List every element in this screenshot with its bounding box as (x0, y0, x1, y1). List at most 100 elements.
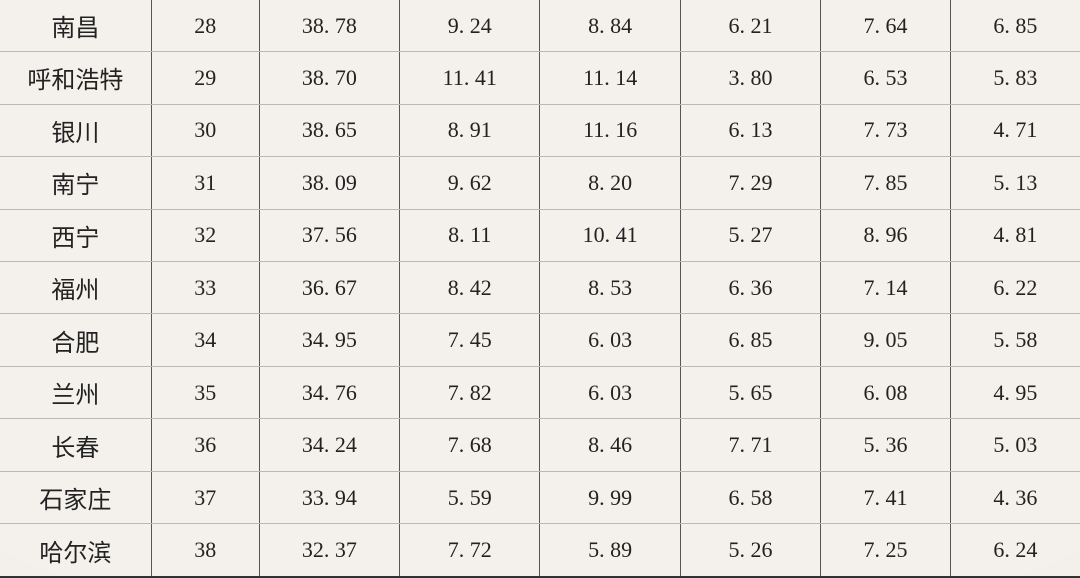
value-cell: 6. 21 (680, 0, 820, 52)
value-cell: 6. 58 (680, 471, 820, 523)
value-cell: 5. 13 (950, 157, 1080, 209)
value-cell: 34. 76 (259, 366, 399, 418)
city-cell: 长春 (0, 419, 151, 471)
value-cell: 35 (151, 366, 259, 418)
value-cell: 6. 03 (540, 366, 680, 418)
value-cell: 33. 94 (259, 471, 399, 523)
table-body: 南昌2838. 789. 248. 846. 217. 646. 85呼和浩特2… (0, 0, 1080, 577)
value-cell: 7. 41 (821, 471, 951, 523)
value-cell: 6. 03 (540, 314, 680, 366)
value-cell: 7. 82 (400, 366, 540, 418)
value-cell: 32 (151, 209, 259, 261)
table-row: 合肥3434. 957. 456. 036. 859. 055. 58 (0, 314, 1080, 366)
value-cell: 38. 78 (259, 0, 399, 52)
city-cell: 石家庄 (0, 471, 151, 523)
value-cell: 7. 29 (680, 157, 820, 209)
city-cell: 福州 (0, 262, 151, 314)
value-cell: 34 (151, 314, 259, 366)
table-row: 兰州3534. 767. 826. 035. 656. 084. 95 (0, 366, 1080, 418)
table-row: 福州3336. 678. 428. 536. 367. 146. 22 (0, 262, 1080, 314)
value-cell: 38. 65 (259, 104, 399, 156)
value-cell: 9. 05 (821, 314, 951, 366)
value-cell: 8. 20 (540, 157, 680, 209)
value-cell: 7. 25 (821, 524, 951, 577)
value-cell: 36 (151, 419, 259, 471)
table-row: 南昌2838. 789. 248. 846. 217. 646. 85 (0, 0, 1080, 52)
value-cell: 9. 24 (400, 0, 540, 52)
table-row: 石家庄3733. 945. 599. 996. 587. 414. 36 (0, 471, 1080, 523)
city-cell: 哈尔滨 (0, 524, 151, 577)
value-cell: 37. 56 (259, 209, 399, 261)
value-cell: 7. 85 (821, 157, 951, 209)
value-cell: 34. 24 (259, 419, 399, 471)
value-cell: 38. 09 (259, 157, 399, 209)
value-cell: 3. 80 (680, 52, 820, 104)
value-cell: 6. 85 (680, 314, 820, 366)
value-cell: 31 (151, 157, 259, 209)
value-cell: 6. 36 (680, 262, 820, 314)
value-cell: 7. 71 (680, 419, 820, 471)
value-cell: 8. 84 (540, 0, 680, 52)
value-cell: 5. 26 (680, 524, 820, 577)
value-cell: 8. 46 (540, 419, 680, 471)
table-row: 银川3038. 658. 9111. 166. 137. 734. 71 (0, 104, 1080, 156)
value-cell: 6. 08 (821, 366, 951, 418)
city-cell: 南昌 (0, 0, 151, 52)
value-cell: 7. 72 (400, 524, 540, 577)
table-row: 哈尔滨3832. 377. 725. 895. 267. 256. 24 (0, 524, 1080, 577)
value-cell: 5. 36 (821, 419, 951, 471)
value-cell: 8. 11 (400, 209, 540, 261)
value-cell: 11. 41 (400, 52, 540, 104)
value-cell: 7. 64 (821, 0, 951, 52)
table-row: 长春3634. 247. 688. 467. 715. 365. 03 (0, 419, 1080, 471)
value-cell: 7. 14 (821, 262, 951, 314)
value-cell: 7. 73 (821, 104, 951, 156)
value-cell: 6. 24 (950, 524, 1080, 577)
city-cell: 银川 (0, 104, 151, 156)
city-cell: 西宁 (0, 209, 151, 261)
value-cell: 7. 68 (400, 419, 540, 471)
city-cell: 南宁 (0, 157, 151, 209)
value-cell: 9. 62 (400, 157, 540, 209)
value-cell: 29 (151, 52, 259, 104)
value-cell: 4. 71 (950, 104, 1080, 156)
value-cell: 34. 95 (259, 314, 399, 366)
value-cell: 5. 89 (540, 524, 680, 577)
value-cell: 5. 03 (950, 419, 1080, 471)
table-row: 呼和浩特2938. 7011. 4111. 143. 806. 535. 83 (0, 52, 1080, 104)
value-cell: 4. 95 (950, 366, 1080, 418)
city-cell: 合肥 (0, 314, 151, 366)
table-row: 西宁3237. 568. 1110. 415. 278. 964. 81 (0, 209, 1080, 261)
value-cell: 4. 36 (950, 471, 1080, 523)
value-cell: 7. 45 (400, 314, 540, 366)
value-cell: 5. 58 (950, 314, 1080, 366)
value-cell: 9. 99 (540, 471, 680, 523)
value-cell: 28 (151, 0, 259, 52)
value-cell: 4. 81 (950, 209, 1080, 261)
value-cell: 8. 42 (400, 262, 540, 314)
value-cell: 8. 53 (540, 262, 680, 314)
value-cell: 33 (151, 262, 259, 314)
city-cell: 呼和浩特 (0, 52, 151, 104)
value-cell: 8. 91 (400, 104, 540, 156)
table-row: 南宁3138. 099. 628. 207. 297. 855. 13 (0, 157, 1080, 209)
value-cell: 36. 67 (259, 262, 399, 314)
value-cell: 6. 13 (680, 104, 820, 156)
value-cell: 8. 96 (821, 209, 951, 261)
value-cell: 38. 70 (259, 52, 399, 104)
value-cell: 5. 83 (950, 52, 1080, 104)
value-cell: 11. 16 (540, 104, 680, 156)
data-table: 南昌2838. 789. 248. 846. 217. 646. 85呼和浩特2… (0, 0, 1080, 578)
value-cell: 5. 27 (680, 209, 820, 261)
city-cell: 兰州 (0, 366, 151, 418)
value-cell: 6. 22 (950, 262, 1080, 314)
value-cell: 11. 14 (540, 52, 680, 104)
value-cell: 5. 65 (680, 366, 820, 418)
value-cell: 38 (151, 524, 259, 577)
value-cell: 6. 53 (821, 52, 951, 104)
value-cell: 5. 59 (400, 471, 540, 523)
value-cell: 37 (151, 471, 259, 523)
value-cell: 30 (151, 104, 259, 156)
value-cell: 10. 41 (540, 209, 680, 261)
value-cell: 32. 37 (259, 524, 399, 577)
